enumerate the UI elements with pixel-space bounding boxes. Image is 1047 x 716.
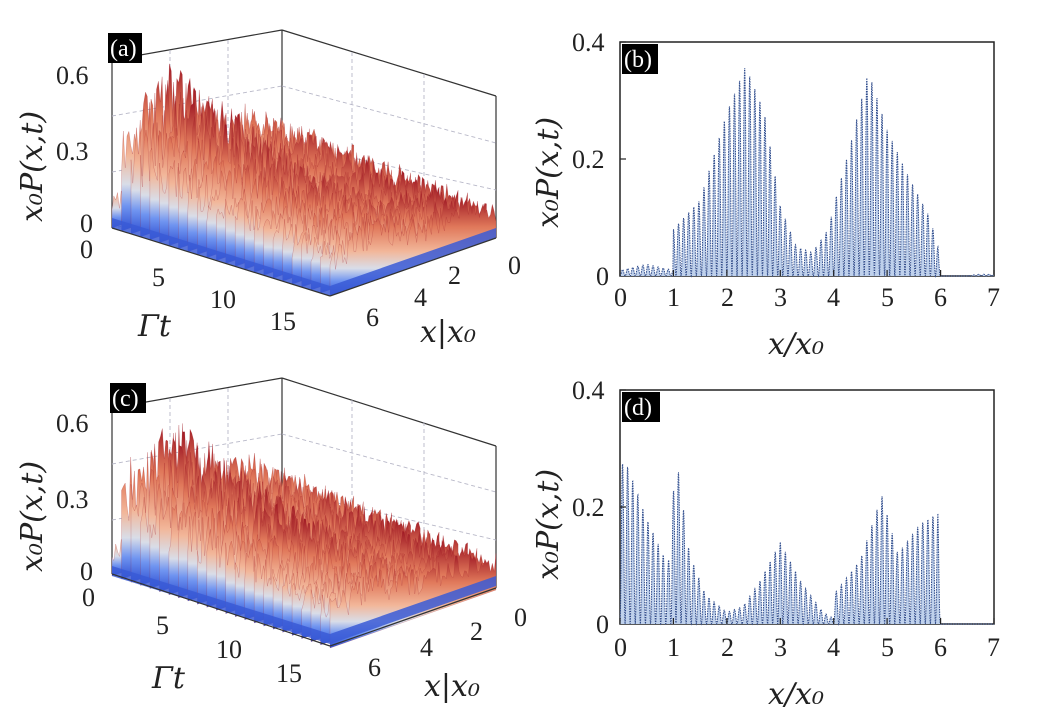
panel-b-ylabel: x₀P(x,t)	[531, 117, 566, 228]
panel-c-tlabel: Γt	[151, 661, 186, 696]
panel-b-xtick-7: 7	[987, 283, 1000, 312]
panel-b-xlabel: x/x₀	[768, 327, 824, 362]
panel-a-tag-bg	[108, 33, 142, 63]
surface-plot-a	[111, 63, 497, 297]
panel-a-ztick-0.6: 0.6	[56, 61, 89, 90]
panel-c-ztick-0.3: 0.3	[56, 485, 89, 514]
panel-d: (d) 0.4 0.2 0 0 1 2 3 4 5 6 7 x₀P(x,t) x…	[531, 376, 1000, 712]
panel-c-ttick-10: 10	[216, 635, 242, 664]
panel-c-xtick-4: 4	[420, 633, 433, 662]
panel-d-xlabel: x/x₀	[768, 677, 824, 712]
panel-c-xtick-2: 2	[470, 617, 483, 646]
panel-a-xtick-0: 0	[508, 251, 521, 280]
panel-c-ztick-0.6: 0.6	[56, 409, 89, 438]
panel-c-ttick-15: 15	[276, 659, 302, 688]
panel-c-xtick-0: 0	[514, 603, 527, 632]
panel-d-tag-bg	[622, 392, 660, 422]
panel-b-ticks	[619, 41, 995, 276]
distribution-line	[619, 462, 994, 626]
panel-a-xtick-6: 6	[366, 303, 379, 332]
surface-plot-c	[111, 423, 497, 649]
panel-a-ttick-15: 15	[270, 307, 296, 336]
panel-b-tag: (b)	[624, 47, 652, 73]
panel-a-tlabel: Γt	[137, 309, 172, 344]
panel-d-ytick-0.2: 0.2	[572, 493, 605, 522]
panel-c-xlabel: x|x₀	[424, 669, 480, 704]
surface-slice	[329, 197, 497, 297]
panel-d-xtick-3: 3	[774, 633, 787, 662]
panel-d-xtick-2: 2	[721, 633, 734, 662]
surface-base	[112, 218, 496, 296]
panel-d-ylabel: x₀P(x,t)	[531, 469, 566, 580]
panel-d-xtick-7: 7	[987, 633, 1000, 662]
panel-d-ytick-0.4: 0.4	[572, 376, 605, 405]
panel-b-tag-bg	[622, 44, 658, 74]
panel-b-plot-area	[619, 41, 995, 277]
panel-d-data	[619, 462, 994, 626]
distribution-fill	[620, 68, 994, 276]
panel-c-ttick-0: 0	[82, 583, 95, 612]
panel-a-ttick-10: 10	[210, 285, 236, 314]
panel-b-xtick-3: 3	[774, 283, 787, 312]
panel-a-zlabel: x₀P(x,t)	[15, 111, 50, 222]
panel-d-ytick-0: 0	[596, 610, 609, 639]
panel-a-ttick-0: 0	[80, 235, 93, 264]
panel-d-xtick-5: 5	[881, 633, 894, 662]
panel-a-ztick-0.3: 0.3	[56, 137, 89, 166]
panel-c-zlabel: x₀P(x,t)	[15, 461, 50, 572]
panel-d-ticks	[619, 389, 995, 624]
panel-a-xtick-4: 4	[414, 283, 427, 312]
panel-c-tag-bg	[110, 383, 146, 413]
panel-a-front-axes	[111, 227, 497, 297]
panel-c: (c) 0.6 0.3 0 0 5 10 15 6 4 2 0 x₀P(x,t)…	[15, 377, 527, 704]
panel-d-xtick-6: 6	[934, 633, 947, 662]
panel-c-xtick-6: 6	[368, 653, 381, 682]
panel-b-xtick-4: 4	[827, 283, 840, 312]
panel-a-xlabel: x|x₀	[420, 315, 476, 350]
distribution-fill	[620, 464, 994, 624]
panel-b: (b) 0.4 0.2 0 0 1 2 3 4 5 6 7 x₀P(x,t) x…	[531, 28, 1000, 362]
panel-c-ztick-0: 0	[80, 557, 93, 586]
panel-b-data	[619, 67, 995, 278]
panel-a-tag: (a)	[110, 36, 137, 62]
panel-b-ytick-0: 0	[596, 262, 609, 291]
panel-a-xtick-2: 2	[448, 261, 461, 290]
panel-c-tag: (c)	[112, 386, 139, 412]
panel-b-xtick-6: 6	[934, 283, 947, 312]
panel-b-xtick-2: 2	[721, 283, 734, 312]
panel-b-xtick-5: 5	[881, 283, 894, 312]
panel-d-tag: (d)	[624, 395, 652, 421]
panel-d-xtick-1: 1	[667, 633, 680, 662]
panel-a-ttick-5: 5	[152, 263, 165, 292]
panel-a: (a) 0.6 0.3 0 0 5 10 15 6 4 2 0 x₀P(x,t)…	[15, 29, 521, 350]
panel-d-xtick-0: 0	[614, 633, 627, 662]
panel-c-ttick-5: 5	[156, 611, 169, 640]
panel-b-ytick-0.2: 0.2	[572, 145, 605, 174]
panel-d-xtick-4: 4	[827, 633, 840, 662]
panel-a-ztick-0: 0	[80, 209, 93, 238]
panel-c-front-axes	[111, 573, 497, 647]
panel-b-xtick-1: 1	[667, 283, 680, 312]
panel-b-ytick-0.4: 0.4	[572, 28, 605, 57]
panel-b-xtick-0: 0	[614, 283, 627, 312]
surface-base	[112, 566, 496, 644]
